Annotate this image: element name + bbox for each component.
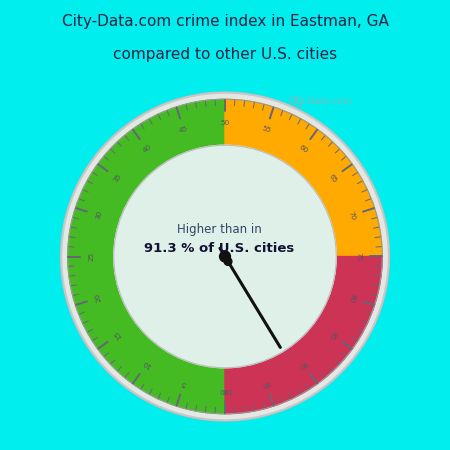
Text: 65: 65 [328,173,338,184]
Circle shape [60,92,390,421]
Text: 60: 60 [298,144,309,154]
Text: 5: 5 [181,379,187,387]
Circle shape [220,251,230,262]
Text: 80: 80 [347,292,356,303]
Text: 15: 15 [112,329,122,340]
Text: 95: 95 [261,379,271,387]
Text: City-Data.com: City-Data.com [287,97,351,106]
Text: 55: 55 [261,126,271,134]
Text: City-Data.com crime index in Eastman, GA: City-Data.com crime index in Eastman, GA [62,14,388,29]
Circle shape [64,96,386,417]
Circle shape [224,257,232,266]
Text: Higher than in: Higher than in [176,223,261,236]
Text: 10: 10 [141,359,152,369]
Circle shape [64,96,386,417]
Text: 20: 20 [94,292,103,303]
Text: 85: 85 [328,329,338,340]
Text: 35: 35 [112,173,122,184]
Text: 91.3 % of U.S. cities: 91.3 % of U.S. cities [144,242,294,255]
Text: 0: 0 [223,387,227,392]
Text: 100: 100 [218,387,232,392]
Circle shape [61,93,389,420]
Circle shape [63,94,387,419]
Wedge shape [225,256,382,414]
Text: 25: 25 [89,252,95,261]
Text: 30: 30 [94,210,103,220]
Text: 90: 90 [298,359,309,369]
Text: 40: 40 [141,144,152,154]
Text: 50: 50 [220,121,230,126]
Wedge shape [68,99,225,414]
Text: 45: 45 [179,126,189,134]
Text: compared to other U.S. cities: compared to other U.S. cities [113,46,337,62]
Text: 70: 70 [347,210,356,220]
Text: ⦾: ⦾ [294,95,302,108]
Circle shape [114,145,336,368]
Wedge shape [225,99,382,256]
Text: 75: 75 [355,252,361,261]
